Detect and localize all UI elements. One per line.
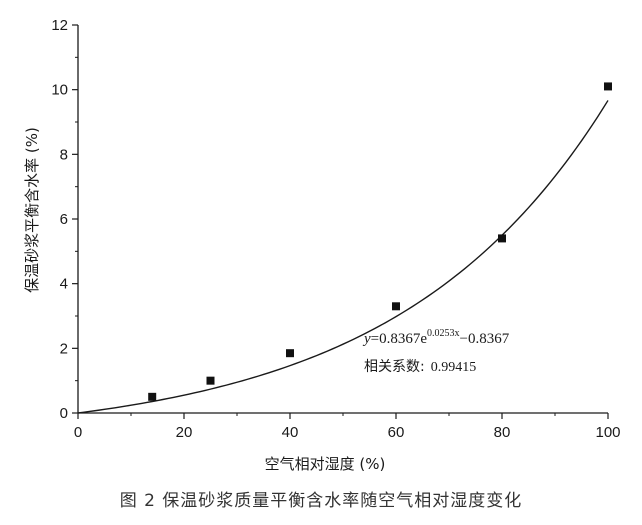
data-point bbox=[604, 82, 612, 91]
x-tick-label: 80 bbox=[494, 424, 511, 441]
y-axis-title: 保温砂浆平衡含水率 (%) bbox=[23, 127, 41, 293]
y-tick-label: 12 bbox=[51, 17, 68, 34]
x-tick-label: 20 bbox=[176, 424, 193, 441]
axes bbox=[77, 25, 608, 414]
y-tick-label: 2 bbox=[60, 340, 68, 357]
x-tick-label: 100 bbox=[595, 424, 620, 441]
x-tick-label: 40 bbox=[282, 424, 299, 441]
data-point bbox=[286, 349, 294, 358]
data-point bbox=[498, 234, 506, 243]
data-point bbox=[148, 392, 157, 401]
y-tick-label: 4 bbox=[60, 276, 68, 293]
y-tick-label: 8 bbox=[60, 146, 68, 163]
fit-equation: y=0.8367e0.0253x−0.8367 bbox=[362, 328, 510, 347]
y-tick-label: 0 bbox=[60, 405, 68, 422]
chart: 0 20 40 60 80 100 0 2 4 6 8 10 12 空气相对湿度 (%) 保温砂浆平衡含… bbox=[23, 17, 621, 473]
y-tick-label: 10 bbox=[51, 82, 68, 99]
x-tick-label: 60 bbox=[388, 424, 405, 441]
x-axis-title: 空气相对湿度 (%) bbox=[265, 455, 386, 473]
data-point bbox=[206, 376, 215, 385]
data-points bbox=[148, 82, 612, 401]
fit-curve bbox=[77, 100, 609, 414]
data-point bbox=[392, 302, 400, 311]
correlation-label: 相关系数: 0.99415 bbox=[364, 359, 476, 375]
y-tick-label: 6 bbox=[60, 211, 68, 228]
figure-caption: 图 2 保温砂浆质量平衡含水率随空气相对湿度变化 bbox=[119, 491, 523, 511]
ticks: 0 20 40 60 80 100 0 2 4 6 8 10 12 bbox=[51, 17, 620, 441]
x-tick-label: 0 bbox=[74, 424, 82, 441]
